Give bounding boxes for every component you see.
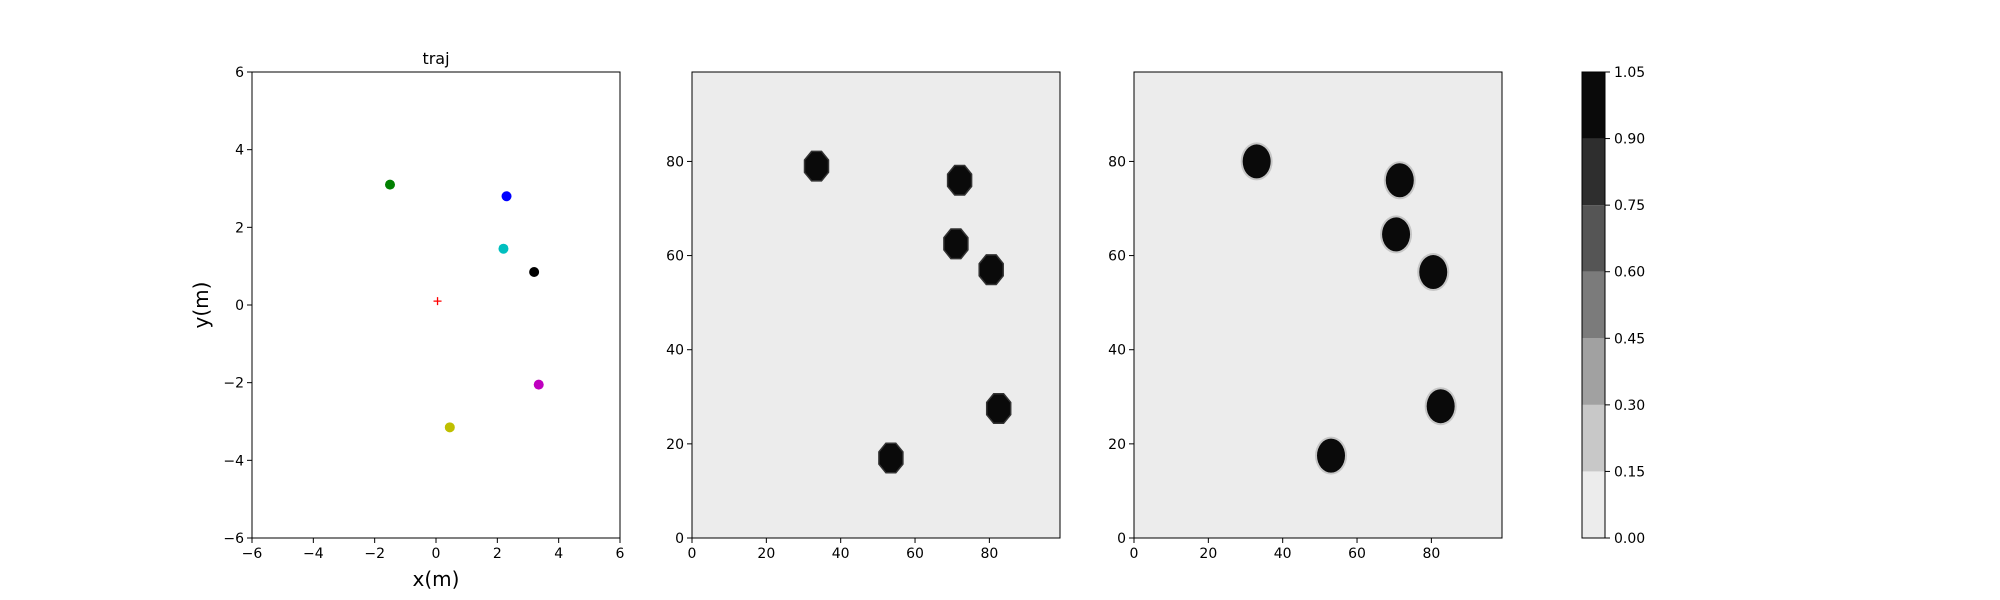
colorbar-tick-label: 0.90 <box>1614 132 1645 148</box>
map1-ytick-label: 0 <box>675 531 684 547</box>
colorbar-segment <box>1582 338 1605 405</box>
traj-xlabel: x(m) <box>413 567 460 591</box>
traj-xtick-label: −2 <box>364 546 385 562</box>
scatter-point <box>498 243 509 254</box>
traj-ytick-label: −4 <box>223 453 244 469</box>
traj-xtick-label: −4 <box>303 546 324 562</box>
scatter-point <box>529 266 540 277</box>
map1-background <box>692 72 1060 538</box>
traj-ytick-label: −6 <box>223 531 244 547</box>
traj-xtick-label: 0 <box>432 546 441 562</box>
map2-xtick-label: 40 <box>1274 546 1292 562</box>
map2-xtick-label: 0 <box>1130 546 1139 562</box>
colorbar-tick-label: 0.15 <box>1614 464 1645 480</box>
map1-ytick-label: 80 <box>666 154 684 170</box>
map1-obstacle <box>878 442 904 474</box>
map1-xtick-label: 80 <box>980 546 998 562</box>
colorbar-segment <box>1582 138 1605 206</box>
traj-xtick-label: 4 <box>554 546 563 562</box>
traj-xtick-label: 2 <box>493 546 502 562</box>
occupancy-map-panel-2: 0 20 40 60 80 0 20 40 60 80 <box>1108 71 1503 562</box>
map2-obstacle <box>1426 389 1455 424</box>
colorbar: 0.00 0.15 0.30 0.45 0.60 0.75 0.90 1.05 <box>1581 65 1645 547</box>
colorbar-tick-label: 0.30 <box>1614 398 1645 414</box>
map2-obstacle <box>1317 438 1346 473</box>
colorbar-tick-label: 1.05 <box>1614 65 1645 81</box>
colorbar-segment <box>1582 471 1605 538</box>
map1-obstacle <box>985 393 1012 425</box>
map2-frame <box>1133 71 1503 539</box>
map1-obstacle <box>803 150 830 182</box>
map1-obstacle <box>978 254 1004 286</box>
colorbar-tick-label: 0.60 <box>1614 265 1645 281</box>
map1-ytick-label: 60 <box>666 249 684 265</box>
colorbar-segment <box>1582 205 1605 272</box>
colorbar-tick-label: 0.45 <box>1614 331 1645 347</box>
map2-ytick-label: 80 <box>1108 154 1126 170</box>
map2-ytick-label: 60 <box>1108 249 1126 265</box>
traj-ytick-label: 0 <box>235 298 244 314</box>
traj-plot-area <box>252 72 620 538</box>
map2-ytick-label: 0 <box>1117 531 1126 547</box>
traj-ytick-label: 6 <box>235 65 244 81</box>
colorbar-tick-label: 0.75 <box>1614 198 1645 214</box>
map1-xtick-label: 20 <box>757 546 775 562</box>
traj-title: traj <box>422 49 449 68</box>
scatter-point <box>501 191 512 202</box>
map2-xtick-label: 80 <box>1422 546 1440 562</box>
map1-ytick-label: 40 <box>666 343 684 359</box>
traj-ytick-label: 4 <box>235 143 244 159</box>
scatter-point <box>533 379 544 390</box>
colorbar-segment <box>1582 72 1605 139</box>
map2-obstacle <box>1419 255 1448 290</box>
map2-ytick-label: 20 <box>1108 437 1126 453</box>
occupancy-map-panel-1: 0 20 40 60 80 0 20 40 60 80 <box>666 71 1061 562</box>
map2-obstacle <box>1382 217 1411 252</box>
map2-ytick-label: 40 <box>1108 343 1126 359</box>
map1-ytick-label: 20 <box>666 437 684 453</box>
traj-ytick-label: −2 <box>223 376 244 392</box>
colorbar-segment <box>1582 271 1605 339</box>
colorbar-segment <box>1582 404 1605 472</box>
map1-obstacle <box>943 228 969 260</box>
map2-xtick-label: 60 <box>1348 546 1366 562</box>
map2-obstacle <box>1385 163 1414 198</box>
traj-ylabel: y(m) <box>189 282 213 329</box>
map2-xtick-label: 20 <box>1199 546 1217 562</box>
scatter-point <box>385 179 395 190</box>
traj-xtick-label: 6 <box>616 546 625 562</box>
trajectory-panel: −6 −4 −2 0 2 4 6 −6 −4 −2 0 2 4 6 traj x(m) y(m) <box>189 49 625 591</box>
map1-xtick-label: 40 <box>832 546 850 562</box>
colorbar-frame <box>1581 71 1606 539</box>
traj-xtick-label: −6 <box>242 546 263 562</box>
map2-background <box>1134 72 1502 538</box>
map1-frame <box>691 71 1061 539</box>
scatter-point <box>444 422 455 433</box>
colorbar-tick-label: 0.00 <box>1614 531 1645 547</box>
map1-xtick-label: 0 <box>688 546 697 562</box>
scatter-point-plus <box>433 297 442 306</box>
map1-xtick-label: 60 <box>906 546 924 562</box>
map2-obstacle <box>1242 144 1271 179</box>
map1-obstacle <box>946 164 973 196</box>
traj-ytick-label: 2 <box>235 220 244 236</box>
